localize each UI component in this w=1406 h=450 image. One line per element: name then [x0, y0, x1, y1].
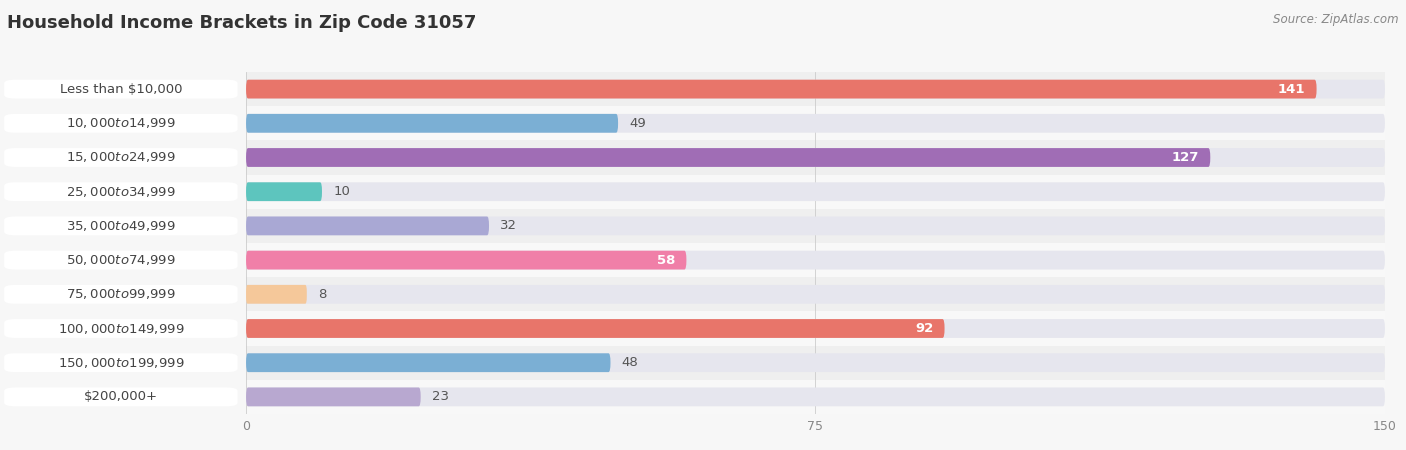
FancyBboxPatch shape: [246, 216, 1385, 235]
FancyBboxPatch shape: [246, 114, 1385, 133]
FancyBboxPatch shape: [246, 319, 945, 338]
Text: 10: 10: [333, 185, 350, 198]
Text: $35,000 to $49,999: $35,000 to $49,999: [66, 219, 176, 233]
Text: 8: 8: [318, 288, 326, 301]
Bar: [246, 243, 1385, 277]
Text: 58: 58: [657, 254, 675, 266]
Text: Source: ZipAtlas.com: Source: ZipAtlas.com: [1274, 14, 1399, 27]
Text: $100,000 to $149,999: $100,000 to $149,999: [58, 321, 184, 336]
Text: 23: 23: [432, 391, 449, 403]
FancyBboxPatch shape: [246, 148, 1211, 167]
FancyBboxPatch shape: [246, 251, 686, 270]
Text: 48: 48: [621, 356, 638, 369]
Text: $200,000+: $200,000+: [84, 391, 157, 403]
Bar: [246, 209, 1385, 243]
FancyBboxPatch shape: [246, 182, 1385, 201]
Text: 127: 127: [1171, 151, 1199, 164]
Bar: [246, 311, 1385, 346]
Text: $50,000 to $74,999: $50,000 to $74,999: [66, 253, 176, 267]
Bar: [246, 72, 1385, 106]
Text: 92: 92: [915, 322, 934, 335]
Text: $75,000 to $99,999: $75,000 to $99,999: [66, 287, 176, 302]
Text: $25,000 to $34,999: $25,000 to $34,999: [66, 184, 176, 199]
Bar: [246, 346, 1385, 380]
Text: Household Income Brackets in Zip Code 31057: Household Income Brackets in Zip Code 31…: [7, 14, 477, 32]
FancyBboxPatch shape: [246, 387, 1385, 406]
FancyBboxPatch shape: [246, 216, 489, 235]
FancyBboxPatch shape: [246, 80, 1385, 99]
Bar: [246, 380, 1385, 414]
FancyBboxPatch shape: [246, 251, 1385, 270]
Bar: [246, 277, 1385, 311]
FancyBboxPatch shape: [246, 319, 1385, 338]
Text: $15,000 to $24,999: $15,000 to $24,999: [66, 150, 176, 165]
Text: 141: 141: [1278, 83, 1305, 95]
Text: $10,000 to $14,999: $10,000 to $14,999: [66, 116, 176, 130]
Text: 32: 32: [501, 220, 517, 232]
Text: $150,000 to $199,999: $150,000 to $199,999: [58, 356, 184, 370]
FancyBboxPatch shape: [246, 148, 1385, 167]
Bar: [246, 106, 1385, 140]
FancyBboxPatch shape: [246, 285, 1385, 304]
FancyBboxPatch shape: [246, 80, 1316, 99]
FancyBboxPatch shape: [246, 285, 307, 304]
Bar: [246, 175, 1385, 209]
Text: 49: 49: [630, 117, 647, 130]
FancyBboxPatch shape: [246, 114, 619, 133]
Bar: [246, 140, 1385, 175]
FancyBboxPatch shape: [246, 387, 420, 406]
FancyBboxPatch shape: [246, 353, 1385, 372]
FancyBboxPatch shape: [246, 353, 610, 372]
FancyBboxPatch shape: [246, 182, 322, 201]
Text: Less than $10,000: Less than $10,000: [59, 83, 183, 95]
